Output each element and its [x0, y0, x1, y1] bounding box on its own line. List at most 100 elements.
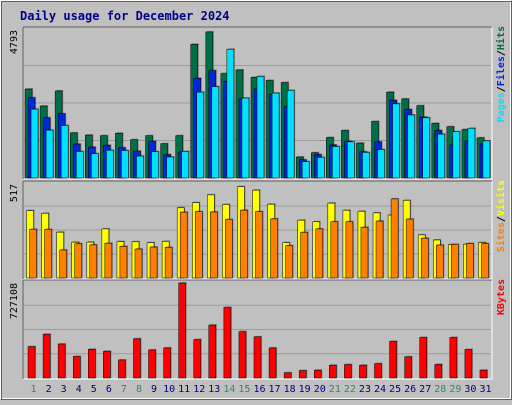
- x-tick-label-23: 23: [359, 384, 371, 395]
- hits-bar-pages-19: [301, 160, 311, 179]
- hits-bar-pages-13: [211, 85, 220, 179]
- visits-bar-sites-23: [360, 226, 369, 279]
- kbytes-bar-kbytes-28: [434, 363, 443, 379]
- kbytes-bar-kbytes-10: [163, 346, 172, 379]
- visits-bar-sites-30: [466, 242, 475, 279]
- visits-bar-sites-20: [315, 227, 324, 279]
- x-tick-label-3: 3: [61, 384, 67, 395]
- hits-bar-pages-16: [256, 75, 265, 179]
- visits-bar-sites-3: [59, 249, 68, 279]
- hits-bar-pages-11: [181, 150, 190, 179]
- visits-bar-sites-5: [89, 243, 98, 279]
- kbytes-bar-kbytes-24: [374, 362, 383, 379]
- kbytes-bar-kbytes-14: [223, 306, 232, 379]
- visits-bar-sites-12: [194, 210, 204, 279]
- x-tick-label-4: 4: [76, 384, 82, 395]
- visits-bar-sites-17: [270, 217, 279, 279]
- x-tick-label-15: 15: [238, 384, 250, 395]
- kbytes-bar-kbytes-27: [419, 336, 428, 379]
- kbytes-bar-kbytes-29: [449, 336, 458, 379]
- hits-bar-pages-23: [362, 151, 371, 179]
- hits-bar-pages-14: [226, 48, 235, 179]
- hits-bar-pages-25: [392, 102, 401, 179]
- visits-bar-sites-26: [405, 218, 415, 279]
- kbytes-bar-kbytes-11: [178, 282, 187, 379]
- x-tick-label-17: 17: [269, 384, 281, 395]
- x-tick-label-1: 1: [31, 384, 37, 395]
- visits-bar-sites-7: [119, 245, 128, 279]
- hits-bar-pages-1: [30, 108, 40, 179]
- visits-bar-sites-11: [179, 211, 189, 279]
- legend-pages: Pages: [496, 92, 507, 122]
- panel-visits: 517 Sites/Visits: [9, 180, 507, 280]
- visits-bar-sites-24: [375, 220, 385, 279]
- kbytes-bar-kbytes-26: [404, 355, 413, 379]
- hits-bar-pages-26: [407, 114, 416, 179]
- legend-kbytes: KBytes: [496, 279, 507, 315]
- visits-bar-sites-6: [104, 242, 113, 279]
- panel-kbytes-ymax-label: 727108: [9, 283, 20, 319]
- hits-bar-pages-2: [45, 129, 55, 179]
- hits-bar-pages-17: [271, 92, 281, 179]
- visits-bar-sites-4: [74, 242, 83, 279]
- visits-bar-sites-15: [240, 209, 249, 279]
- visits-bar-sites-8: [134, 248, 143, 279]
- x-tick-label-28: 28: [434, 384, 446, 395]
- x-tick-label-18: 18: [284, 384, 296, 395]
- chart-title: Daily usage for December 2024: [20, 9, 230, 23]
- kbytes-bar-kbytes-18: [283, 371, 293, 379]
- kbytes-bar-kbytes-9: [148, 348, 157, 379]
- kbytes-bar-kbytes-16: [253, 335, 262, 379]
- kbytes-bar-kbytes-7: [118, 358, 127, 379]
- hits-bar-pages-28: [437, 133, 446, 179]
- visits-bar-sites-18: [285, 244, 294, 279]
- hits-bar-pages-27: [422, 116, 431, 179]
- x-tick-label-8: 8: [136, 384, 142, 395]
- kbytes-bar-kbytes-19: [298, 369, 308, 379]
- legend-separator: /: [496, 86, 507, 92]
- hits-bar-pages-22: [347, 140, 356, 179]
- x-axis-labels: 1 2 3 4 5 6 7 8 9 10 11 12 13 14 15 16 17 18 19 20 21 22 23 24 2…: [31, 384, 492, 395]
- hits-bar-pages-4: [75, 150, 85, 179]
- hits-bar-pages-8: [136, 155, 145, 179]
- kbytes-bar-kbytes-30: [464, 348, 473, 379]
- x-tick-label-31: 31: [479, 384, 491, 395]
- kbytes-bar-kbytes-31: [479, 369, 488, 379]
- panel-visits-legend: Sites/Visits: [495, 180, 507, 252]
- kbytes-bar-kbytes-6: [103, 350, 112, 379]
- hits-bar-pages-9: [151, 150, 160, 179]
- visits-bar-sites-2: [44, 228, 53, 279]
- hits-bar-pages-18: [286, 89, 296, 179]
- kbytes-bar-kbytes-22: [344, 363, 353, 379]
- kbytes-bar-kbytes-25: [389, 340, 398, 379]
- hits-bar-pages-20: [317, 156, 326, 179]
- kbytes-bar-kbytes-13: [208, 324, 217, 379]
- x-tick-label-22: 22: [344, 384, 356, 395]
- visits-bar-sites-29: [451, 243, 460, 279]
- x-tick-label-30: 30: [464, 384, 476, 395]
- visits-bar-sites-1: [29, 228, 38, 279]
- hits-bar-pages-30: [467, 127, 476, 179]
- x-tick-label-26: 26: [404, 384, 416, 395]
- kbytes-bar-kbytes-4: [72, 355, 82, 379]
- hits-bar-pages-5: [91, 152, 100, 179]
- kbytes-bar-kbytes-3: [57, 343, 67, 379]
- hits-bar-pages-12: [196, 91, 205, 179]
- x-tick-label-12: 12: [193, 384, 205, 395]
- visits-bar-sites-21: [330, 220, 339, 279]
- legend-files: Files: [495, 56, 507, 86]
- kbytes-bar-kbytes-15: [238, 330, 247, 379]
- legend-visits: Visits: [495, 180, 507, 216]
- x-tick-label-6: 6: [106, 384, 112, 395]
- visits-bar-sites-25: [390, 197, 400, 279]
- x-tick-label-21: 21: [329, 384, 341, 395]
- x-tick-label-10: 10: [163, 384, 175, 395]
- x-tick-label-27: 27: [419, 384, 431, 395]
- visits-bar-sites-16: [255, 210, 264, 279]
- x-tick-label-11: 11: [178, 384, 190, 395]
- panel-visits-ymax-label: 517: [9, 184, 20, 202]
